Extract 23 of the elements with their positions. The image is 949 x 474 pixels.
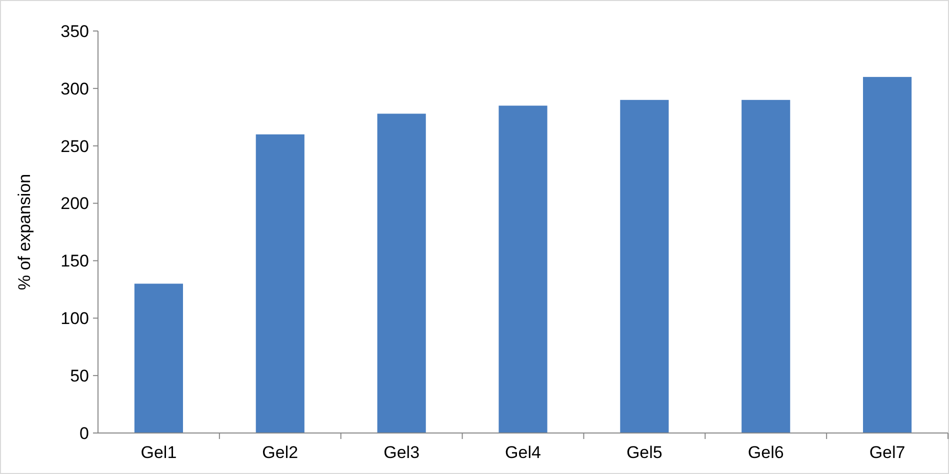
bar [742, 100, 790, 433]
y-tick-label: 250 [60, 136, 89, 156]
bar [377, 114, 426, 433]
y-tick-label: 200 [60, 194, 89, 214]
bar [863, 76, 912, 433]
x-tick-label: Gel3 [384, 443, 420, 462]
x-tick-label: Gel6 [748, 443, 784, 462]
bar [134, 284, 183, 433]
y-tick-label: 150 [60, 252, 89, 271]
y-axis-title: % of expansion [15, 174, 34, 290]
y-tick-label: 0 [80, 424, 89, 443]
bar [620, 100, 669, 433]
x-tick-label: Gel1 [140, 443, 177, 462]
y-tick-label: 100 [60, 309, 89, 328]
y-tick-label: 350 [60, 22, 89, 41]
bar [256, 134, 304, 433]
x-tick-label: Gel7 [869, 443, 906, 462]
y-tick-label: 50 [70, 366, 89, 386]
x-tick-label: Gel4 [505, 443, 541, 462]
bar [498, 106, 548, 433]
x-tick-label: Gel2 [262, 443, 298, 462]
x-tick-label: Gel5 [626, 443, 662, 462]
y-tick-label: 300 [60, 79, 89, 98]
